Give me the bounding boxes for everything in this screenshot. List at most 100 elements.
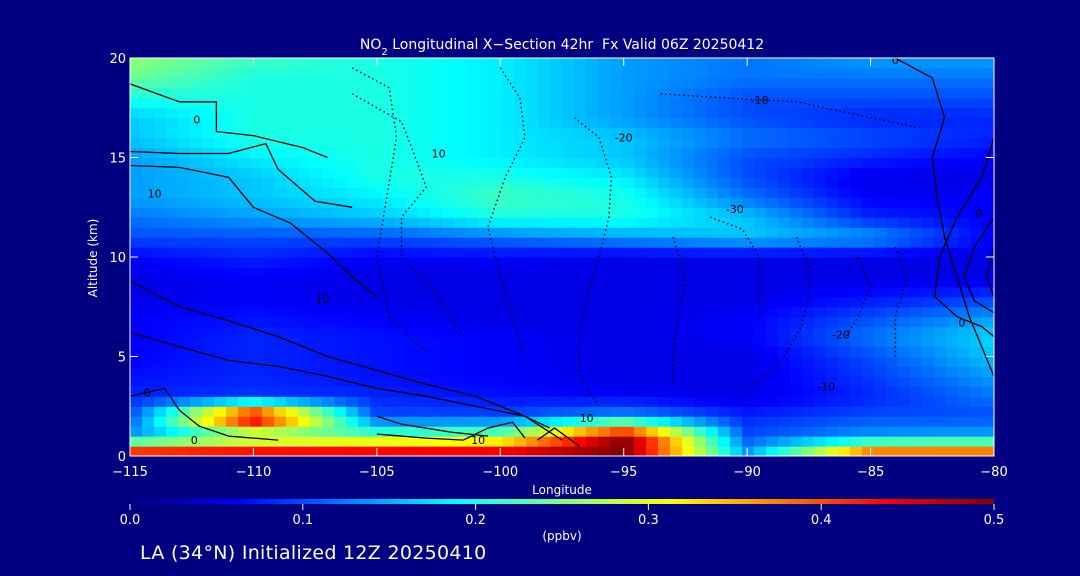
heatmap-cell: [814, 286, 827, 298]
heatmap-cell: [346, 406, 359, 417]
heatmap-cell: [550, 257, 563, 268]
heatmap-cell: [562, 177, 575, 188]
heatmap-cell: [526, 336, 539, 348]
heatmap-cell: [322, 107, 335, 119]
heatmap-cell: [730, 276, 743, 288]
heatmap-cell: [478, 416, 491, 427]
heatmap-cell: [706, 286, 719, 298]
heatmap-cell: [262, 237, 275, 248]
heatmap-cell: [394, 296, 407, 308]
heatmap-cell: [778, 117, 791, 129]
heatmap-cell: [250, 266, 263, 278]
heatmap-cell: [538, 396, 551, 407]
heatmap-cell: [490, 107, 503, 119]
heatmap-cell: [814, 87, 827, 99]
heatmap-cell: [502, 326, 515, 338]
heatmap-cell: [490, 416, 503, 427]
heatmap-cell: [502, 217, 515, 228]
heatmap-cell: [166, 97, 179, 109]
heatmap-cell: [646, 346, 659, 358]
heatmap-cell: [190, 336, 203, 348]
heatmap-cell: [154, 217, 167, 228]
heatmap-cell: [754, 157, 767, 169]
heatmap-cell: [934, 266, 947, 278]
heatmap-cell: [370, 306, 383, 318]
heatmap-cell: [442, 266, 455, 278]
heatmap-cell: [838, 346, 851, 358]
heatmap-cell: [346, 157, 359, 169]
y-tick-label: 15: [109, 152, 126, 167]
heatmap-cell: [202, 326, 215, 338]
heatmap-cell: [310, 227, 323, 238]
heatmap-cell: [514, 436, 527, 447]
heatmap-cell: [154, 58, 167, 69]
heatmap-cell: [886, 58, 899, 69]
heatmap-cell: [814, 386, 827, 397]
heatmap-cell: [478, 406, 491, 417]
heatmap-cell: [922, 416, 935, 427]
heatmap-cell: [874, 87, 887, 99]
heatmap-cell: [658, 356, 671, 368]
heatmap-cell: [814, 426, 827, 437]
heatmap-cell: [346, 396, 359, 407]
heatmap-cell: [418, 137, 431, 149]
heatmap-cell: [610, 416, 623, 427]
heatmap-cell: [550, 137, 563, 149]
heatmap-cell: [286, 237, 299, 248]
heatmap-cell: [166, 336, 179, 348]
heatmap-cell: [214, 227, 227, 238]
heatmap-cell: [358, 157, 371, 169]
heatmap-cell: [898, 316, 911, 328]
heatmap-cell: [130, 247, 143, 258]
heatmap-cell: [682, 257, 695, 268]
heatmap-cell: [478, 336, 491, 348]
heatmap-cell: [718, 67, 731, 79]
heatmap-cell: [442, 326, 455, 338]
heatmap-cell: [490, 227, 503, 238]
heatmap-cell: [142, 157, 155, 169]
heatmap-cell: [682, 127, 695, 139]
heatmap-cell: [754, 396, 767, 407]
heatmap-cell: [430, 416, 443, 427]
heatmap-cell: [334, 157, 347, 169]
heatmap-cell: [250, 197, 263, 208]
heatmap-cell: [298, 237, 311, 248]
heatmap-cell: [886, 446, 899, 456]
heatmap-cell: [190, 217, 203, 228]
heatmap-cell: [730, 286, 743, 298]
heatmap-cell: [418, 396, 431, 407]
heatmap-cell: [250, 157, 263, 169]
heatmap-cell: [226, 366, 239, 377]
heatmap-cell: [142, 336, 155, 348]
heatmap-cell: [430, 446, 443, 456]
heatmap-cell: [658, 157, 671, 169]
heatmap-cell: [214, 446, 227, 456]
heatmap-cell: [802, 386, 815, 397]
heatmap-cell: [622, 296, 635, 308]
heatmap-cell: [742, 197, 755, 208]
heatmap-cell: [958, 257, 971, 268]
heatmap-cell: [886, 366, 899, 377]
heatmap-cell: [166, 386, 179, 397]
heatmap-cell: [814, 157, 827, 169]
heatmap-cell: [214, 386, 227, 397]
heatmap-cell: [970, 316, 983, 328]
heatmap-cell: [394, 137, 407, 149]
heatmap-cell: [490, 276, 503, 288]
heatmap-cell: [826, 147, 839, 159]
heatmap-cell: [874, 346, 887, 358]
heatmap-cell: [598, 296, 611, 308]
heatmap-cell: [802, 406, 815, 417]
heatmap-cell: [934, 316, 947, 328]
heatmap-cell: [250, 406, 263, 417]
heatmap-cell: [310, 247, 323, 258]
heatmap-cell: [838, 336, 851, 348]
heatmap-cell: [622, 257, 635, 268]
heatmap-cell: [466, 276, 479, 288]
heatmap-cell: [154, 157, 167, 169]
heatmap-cell: [526, 376, 539, 387]
heatmap-cell: [754, 356, 767, 368]
heatmap-cell: [214, 266, 227, 278]
heatmap-cell: [730, 67, 743, 79]
heatmap-cell: [766, 67, 779, 79]
